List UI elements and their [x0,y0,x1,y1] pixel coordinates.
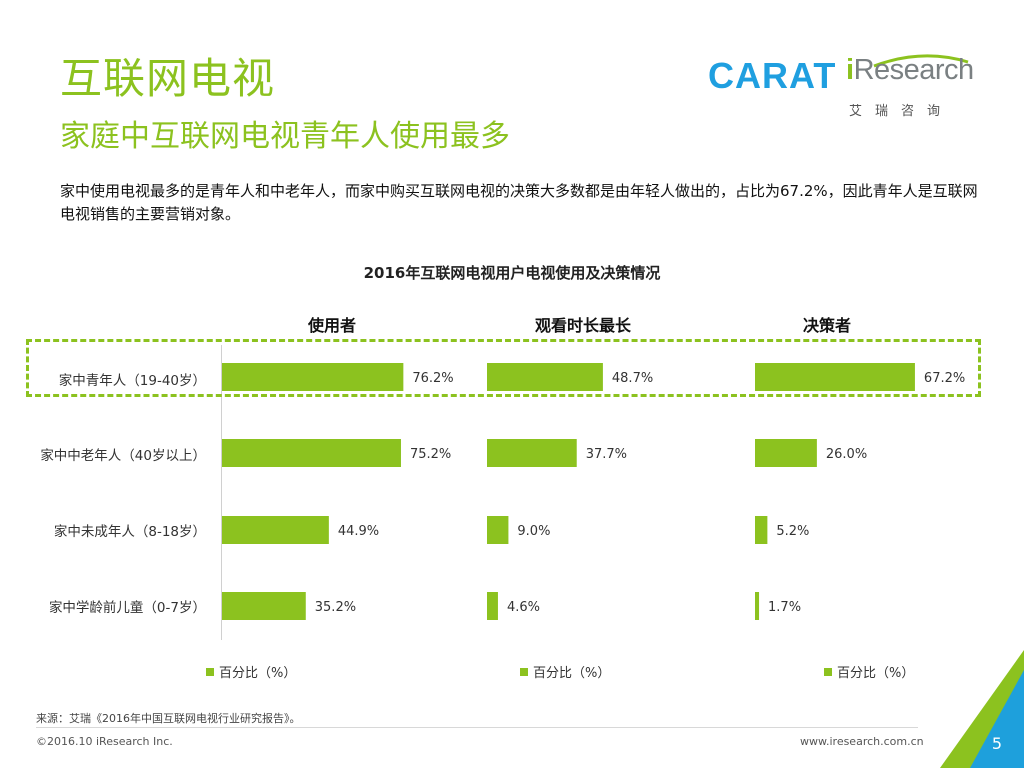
legend-swatch [824,668,832,676]
source-note: 来源：艾瑞《2016年中国互联网电视行业研究报告》。 [36,712,301,725]
category-label-preschool: 家中学龄前儿童（0-7岁） [48,600,206,616]
corner-decoration [940,650,1024,768]
legend-label: 百分比（%） [837,666,915,681]
panel-header-watch-time: 观看时长最长 [534,316,631,335]
bar-label-users-3: 35.2% [315,600,356,615]
bar-decision-makers-3 [755,592,760,620]
bar-label-users-0: 76.2% [412,371,453,386]
bar-label-watch-time-3: 4.6% [507,600,540,615]
bar-label-decision-makers-3: 1.7% [768,600,801,615]
category-label-minors: 家中未成年人（8-18岁） [53,524,206,540]
legend-swatch [520,668,528,676]
bar-label-users-2: 44.9% [338,524,379,539]
chart-title: 2016年互联网电视用户电视使用及决策情况 [363,264,661,282]
bar-label-decision-makers-2: 5.2% [776,524,809,539]
footer-divider [36,727,918,728]
bar-users-1 [222,439,401,467]
bar-watch-time-3 [487,592,498,620]
bar-users-2 [222,516,329,544]
bar-label-users-1: 75.2% [410,447,451,462]
bar-label-watch-time-0: 48.7% [612,371,653,386]
category-label-elderly: 家中中老年人（40岁以上） [40,448,206,464]
page-subtitle: 家庭中互联网电视青年人使用最多 [60,119,510,154]
bar-label-watch-time-2: 9.0% [517,524,550,539]
panel-header-users: 使用者 [307,316,356,335]
description-text: 家中使用电视最多的是青年人和中老年人，而家中购买互联网电视的决策大多数都是由年轻… [60,182,978,223]
iresearch-swoosh-icon [873,54,969,68]
carat-logo: CARAT [708,55,837,96]
page-number: 5 [991,734,1003,753]
legend-decision-makers: 百分比（%） [824,662,914,681]
bar-watch-time-2 [487,516,509,544]
category-label-young-adults: 家中青年人（19-40岁） [58,373,206,389]
legend-label: 百分比（%） [533,666,611,681]
corner-triangle-blue [970,670,1024,768]
legend-label: 百分比（%） [219,666,297,681]
copyright: ©2016.10 iResearch Inc. [36,735,173,748]
bar-decision-makers-2 [755,516,768,544]
legend-swatch [206,668,214,676]
bar-users-3 [222,592,306,620]
legend-watch-time: 百分比（%） [520,662,610,681]
bar-decision-makers-1 [755,439,817,467]
bar-label-decision-makers-1: 26.0% [826,447,867,462]
bar-watch-time-0 [487,363,603,391]
iresearch-logo-cn: 艾瑞咨询 [849,104,954,119]
iresearch-logo-i: i [846,54,854,86]
iresearch-logo: iResearch [846,56,974,85]
footer-url[interactable]: www.iresearch.com.cn [800,735,924,748]
category-axis-line [221,345,222,640]
bar-watch-time-1 [487,439,577,467]
legend-users: 百分比（%） [206,662,296,681]
highlight-box [26,339,981,397]
page-title: 互联网电视 [60,54,276,103]
bar-label-decision-makers-0: 67.2% [924,371,965,386]
iresearch-logo-text: Research [853,54,975,86]
bar-label-watch-time-1: 37.7% [586,447,627,462]
panel-header-decision-makers: 决策者 [802,316,851,335]
bar-users-0 [222,363,404,391]
bar-decision-makers-0 [755,363,915,391]
